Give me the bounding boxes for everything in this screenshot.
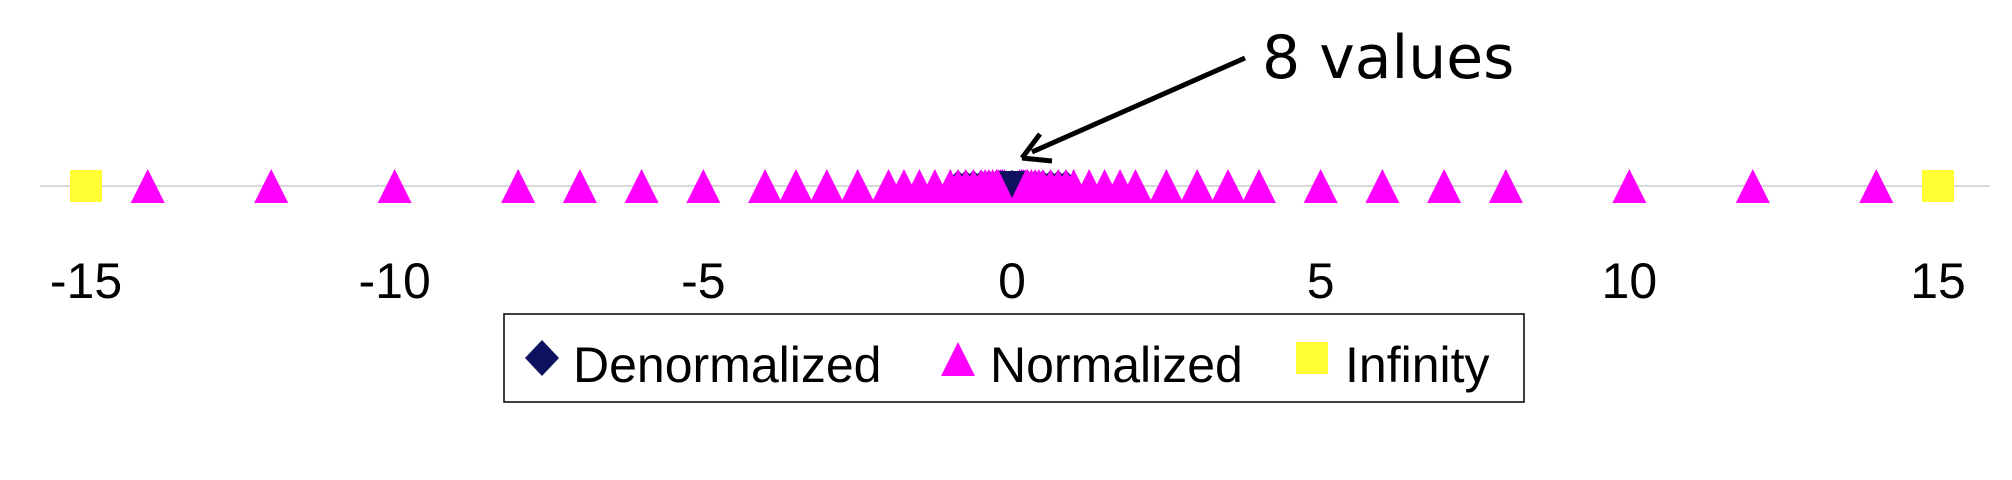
normalized-marker xyxy=(1427,169,1462,203)
x-tick-label: 10 xyxy=(1602,253,1658,309)
normalized-marker xyxy=(686,169,721,203)
normalized-marker xyxy=(624,169,659,203)
legend-triangle-icon xyxy=(941,342,975,376)
legend: Denormalized Normalized Infinity xyxy=(503,313,1525,403)
infinity-marker xyxy=(70,170,102,202)
normalized-marker xyxy=(130,169,165,203)
x-tick-label: -10 xyxy=(359,253,431,309)
annotation-arrowhead xyxy=(1020,132,1053,164)
normalized-marker xyxy=(1488,169,1523,203)
x-tick-label: 15 xyxy=(1910,253,1966,309)
normalized-marker xyxy=(1180,169,1215,203)
x-tick-label: -15 xyxy=(50,253,122,309)
annotation-arrow xyxy=(1030,55,1247,155)
data-markers xyxy=(70,169,1954,203)
zero-highlight-marker xyxy=(999,171,1025,198)
legend-label-denormalized: Denormalized xyxy=(573,337,881,393)
normalized-marker xyxy=(840,169,875,203)
normalized-marker xyxy=(1612,169,1647,203)
infinity-marker xyxy=(1922,170,1954,202)
normalized-marker xyxy=(1118,169,1153,203)
normalized-marker xyxy=(809,169,844,203)
normalized-marker xyxy=(778,169,813,203)
x-tick-label: 5 xyxy=(1307,253,1335,309)
annotation-text: 8 values xyxy=(1262,23,1514,93)
normalized-marker xyxy=(562,169,597,203)
legend-label-infinity: Infinity xyxy=(1345,337,1490,393)
normalized-marker xyxy=(1303,169,1338,203)
legend-label-normalized: Normalized xyxy=(990,337,1243,393)
normalized-marker xyxy=(748,169,783,203)
normalized-marker xyxy=(1241,169,1276,203)
normalized-marker xyxy=(1735,169,1770,203)
x-tick-label: -5 xyxy=(681,253,725,309)
normalized-marker xyxy=(1859,169,1894,203)
normalized-marker xyxy=(377,169,412,203)
normalized-marker xyxy=(1211,169,1246,203)
normalized-marker xyxy=(1149,169,1184,203)
legend-box xyxy=(503,313,1525,403)
normalized-marker xyxy=(501,169,536,203)
legend-square-icon xyxy=(1296,342,1328,374)
annotation: 8 values xyxy=(1020,23,1514,164)
legend-diamond-icon xyxy=(525,340,559,376)
x-tick-labels: -15 -10 -5 0 5 10 15 xyxy=(50,253,1966,309)
normalized-marker xyxy=(254,169,289,203)
normalized-marker xyxy=(1365,169,1400,203)
x-tick-label: 0 xyxy=(998,253,1026,309)
